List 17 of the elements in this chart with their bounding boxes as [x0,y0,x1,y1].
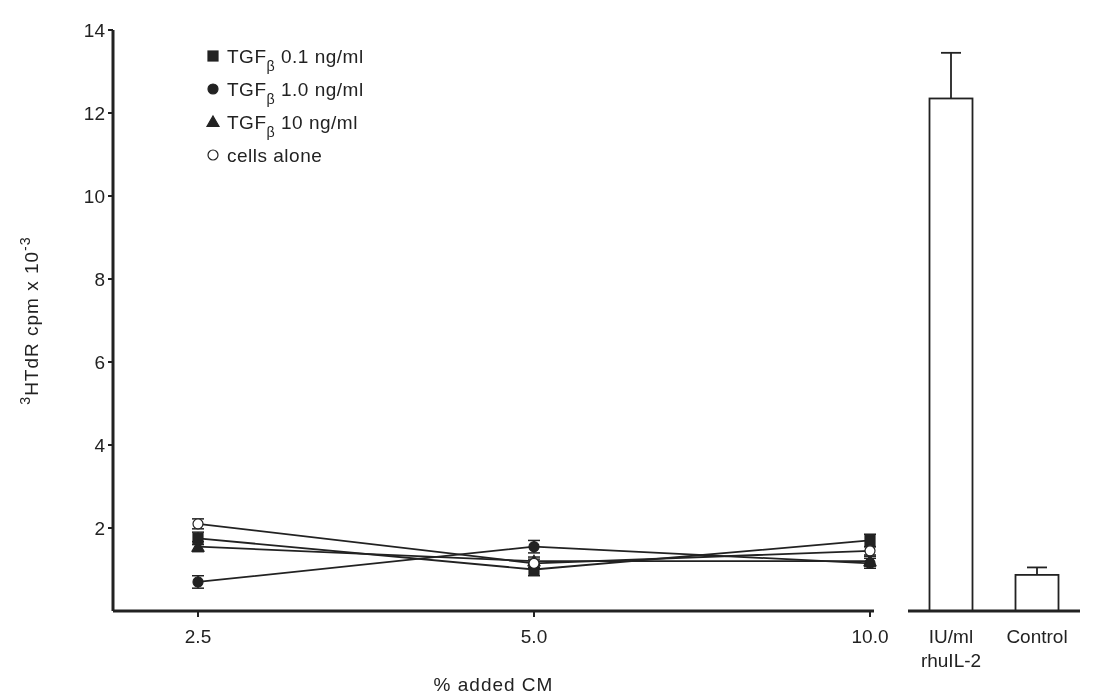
x-tick-label: 2.5 [184,626,212,647]
y-tick-label: 12 [83,102,105,124]
x-tick-label: Control [1006,626,1068,647]
y-tick-label: 2 [94,517,105,539]
x-tick-label: IU/ml rhuIL-2 [920,626,982,671]
legend-label: TGF$_{β}$ 1.0 ng/ml [227,78,364,107]
y-tick-label: 14 [83,19,106,41]
x-tick-label: 5.0 [520,626,548,647]
y-tick-label: 4 [94,434,106,456]
x-axis-title: % added CM [433,674,554,692]
y-tick-label: 10 [83,185,105,207]
y-tick-label: 6 [94,351,105,373]
x-tick-label: 10.0 [851,626,889,647]
legend-label: cells alone [227,144,323,166]
y-tick-label: 8 [94,268,105,290]
legend-label: TGF$_{β}$ 0.1 ng/ml [227,45,364,74]
legend-label: TGF$_{β}$ 10 ng/ml [227,111,358,140]
